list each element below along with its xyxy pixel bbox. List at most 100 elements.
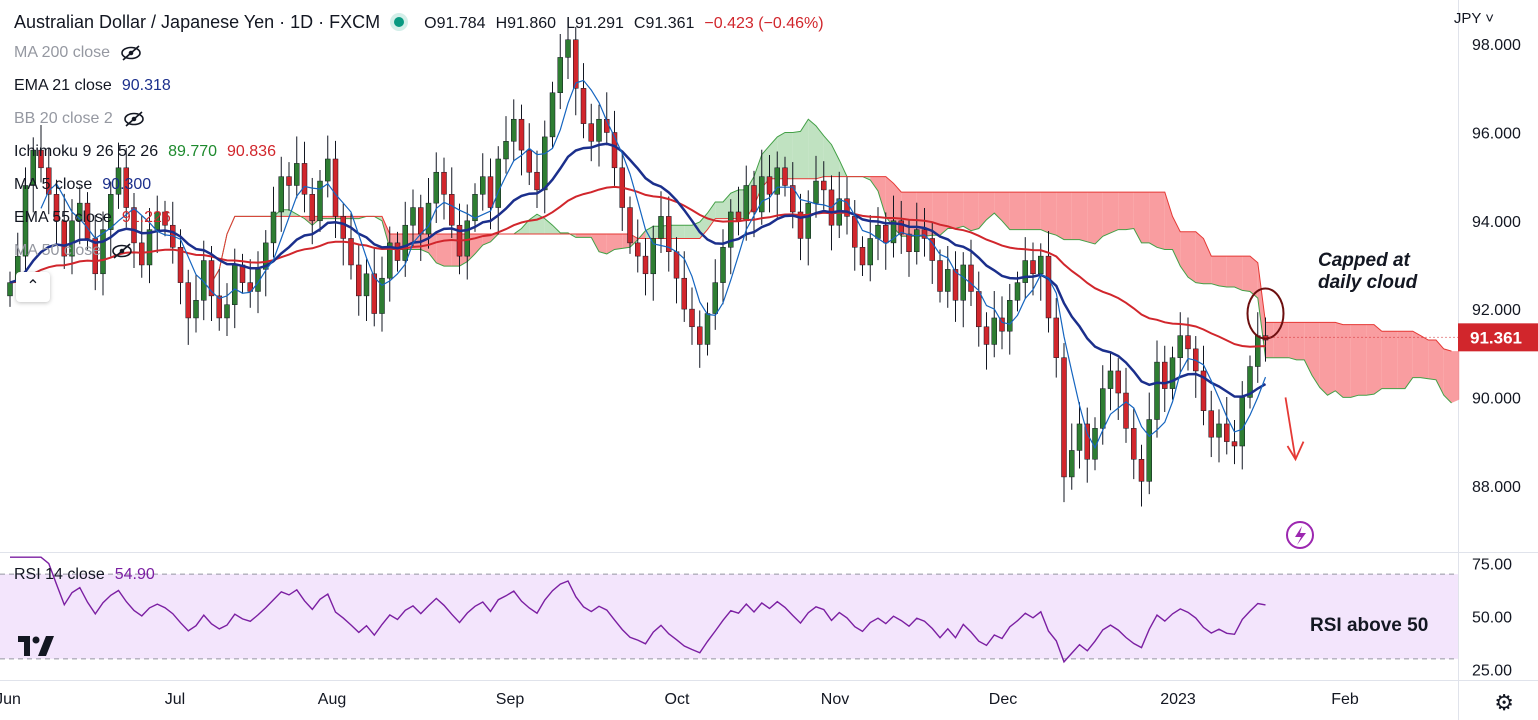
cloud-segment — [1056, 192, 1064, 240]
candle-body — [782, 167, 788, 186]
collapse-legend-button[interactable]: ⌃ — [16, 272, 50, 302]
indicator-row[interactable]: BB 20 close 2 — [14, 110, 145, 128]
candle-body — [945, 269, 951, 292]
candle-body — [1061, 357, 1067, 478]
cloud-segment — [1219, 256, 1227, 288]
cloud-segment — [1358, 324, 1367, 396]
cloud-segment — [816, 125, 824, 179]
annotation-rsi: RSI above 50 — [1310, 615, 1429, 636]
candle-body — [503, 141, 509, 160]
cloud-segment — [1180, 231, 1188, 278]
eye-hidden-icon[interactable] — [123, 111, 145, 127]
cloud-segment — [1079, 192, 1088, 242]
candle-body — [69, 220, 75, 257]
candle-body — [410, 207, 416, 226]
candle-body — [1014, 282, 1021, 301]
candle-body — [131, 207, 137, 244]
candle-body — [526, 149, 532, 173]
time-tick-label: Jul — [165, 691, 185, 708]
cloud-segment — [436, 234, 444, 267]
candle-body — [1208, 410, 1214, 438]
cloud-segment — [878, 176, 886, 217]
candle-body — [1185, 335, 1191, 350]
candle-body — [193, 300, 199, 319]
indicator-value: 90.300 — [102, 176, 152, 193]
gear-icon[interactable]: ⚙ — [1494, 690, 1514, 715]
annotation-capped-line: daily cloud — [1318, 272, 1418, 293]
candle-body — [1255, 335, 1261, 367]
candle-body — [580, 88, 587, 124]
candle-body — [1045, 255, 1052, 319]
symbol-title[interactable]: Australian Dollar / Japanese Yen · 1D · … — [14, 12, 381, 32]
eye-hidden-icon[interactable] — [120, 45, 142, 61]
candle-body — [162, 211, 168, 226]
down-arrow — [1284, 397, 1297, 460]
cloud-segment — [699, 213, 708, 239]
indicator-row[interactable]: EMA 55 close 91.226 — [14, 209, 171, 227]
cloud-segment — [521, 219, 530, 235]
candle-body — [1216, 423, 1222, 438]
candle-body — [1162, 361, 1168, 389]
currency-selector[interactable]: JPY ˅ — [1454, 10, 1494, 27]
indicator-row[interactable]: MA 5 close 90.300 — [14, 176, 151, 194]
candle-body — [495, 158, 501, 208]
candle-body — [53, 194, 60, 222]
cloud-segment — [1040, 192, 1049, 233]
cloud-segment — [1002, 192, 1010, 230]
indicator-row[interactable]: EMA 21 close 90.318 — [14, 77, 171, 95]
candle-body — [1200, 370, 1207, 411]
cloud-segment — [777, 132, 785, 179]
indicator-row[interactable]: MA 200 close — [14, 44, 142, 62]
candle-body — [542, 136, 548, 191]
down-arrow-head — [1286, 441, 1305, 462]
candle-body — [480, 176, 486, 195]
candle-body — [185, 282, 191, 319]
cloud-segment — [544, 218, 553, 235]
cloud-segment — [606, 234, 615, 254]
candle-body — [704, 313, 711, 345]
indicator-value: 90.318 — [121, 77, 171, 94]
candle-body — [774, 167, 780, 195]
eye-hidden-icon[interactable] — [111, 243, 133, 259]
price-tick-label: 96.000 — [1472, 125, 1521, 142]
tradingview-logo[interactable] — [16, 630, 56, 664]
cloud-segment — [1335, 322, 1343, 398]
cloud-segment — [676, 225, 685, 239]
cloud-segment — [1033, 192, 1041, 230]
candle-body — [224, 304, 230, 319]
ohlc-change: −0.423 (−0.46%) — [704, 15, 824, 32]
cloud-segment — [916, 192, 925, 237]
candle-body — [1231, 441, 1238, 447]
price-tick-label: 98.000 — [1472, 37, 1521, 54]
indicator-label: MA 200 close — [14, 44, 111, 61]
candle-body — [635, 242, 641, 257]
currency-label: JPY — [1453, 10, 1482, 27]
candle-body — [983, 326, 990, 345]
cloud-segment — [684, 225, 692, 239]
cloud-segment — [1141, 192, 1150, 243]
candle-body — [61, 220, 67, 257]
cloud-segment — [986, 192, 995, 220]
candle-body — [805, 202, 811, 239]
rsi-legend[interactable]: RSI 14 close 54.90 — [14, 566, 155, 584]
indicator-label: Ichimoku 9 26 52 26 — [14, 143, 159, 160]
candle-body — [1038, 255, 1044, 275]
cloud-segment — [1319, 322, 1328, 396]
candle-body — [1076, 423, 1083, 451]
candle-body — [177, 247, 184, 283]
cloud-segment — [1343, 324, 1351, 398]
ohlc-open: O91.784 — [424, 15, 486, 32]
cloud-segment — [1234, 256, 1243, 291]
indicator-row[interactable]: MA 50 close — [14, 242, 133, 260]
cloud-segment — [994, 192, 1002, 221]
cloud-segment — [1250, 256, 1258, 299]
cloud-segment — [1048, 192, 1057, 236]
candle-body — [627, 207, 633, 244]
cloud-segment — [1436, 340, 1444, 396]
candle-body — [1100, 388, 1106, 429]
candle-body — [712, 282, 718, 314]
indicator-row[interactable]: Ichimoku 9 26 52 26 89.770 90.836 — [14, 143, 276, 161]
candle-body — [472, 194, 478, 222]
rsi-tick-label: 50.00 — [1472, 610, 1512, 627]
